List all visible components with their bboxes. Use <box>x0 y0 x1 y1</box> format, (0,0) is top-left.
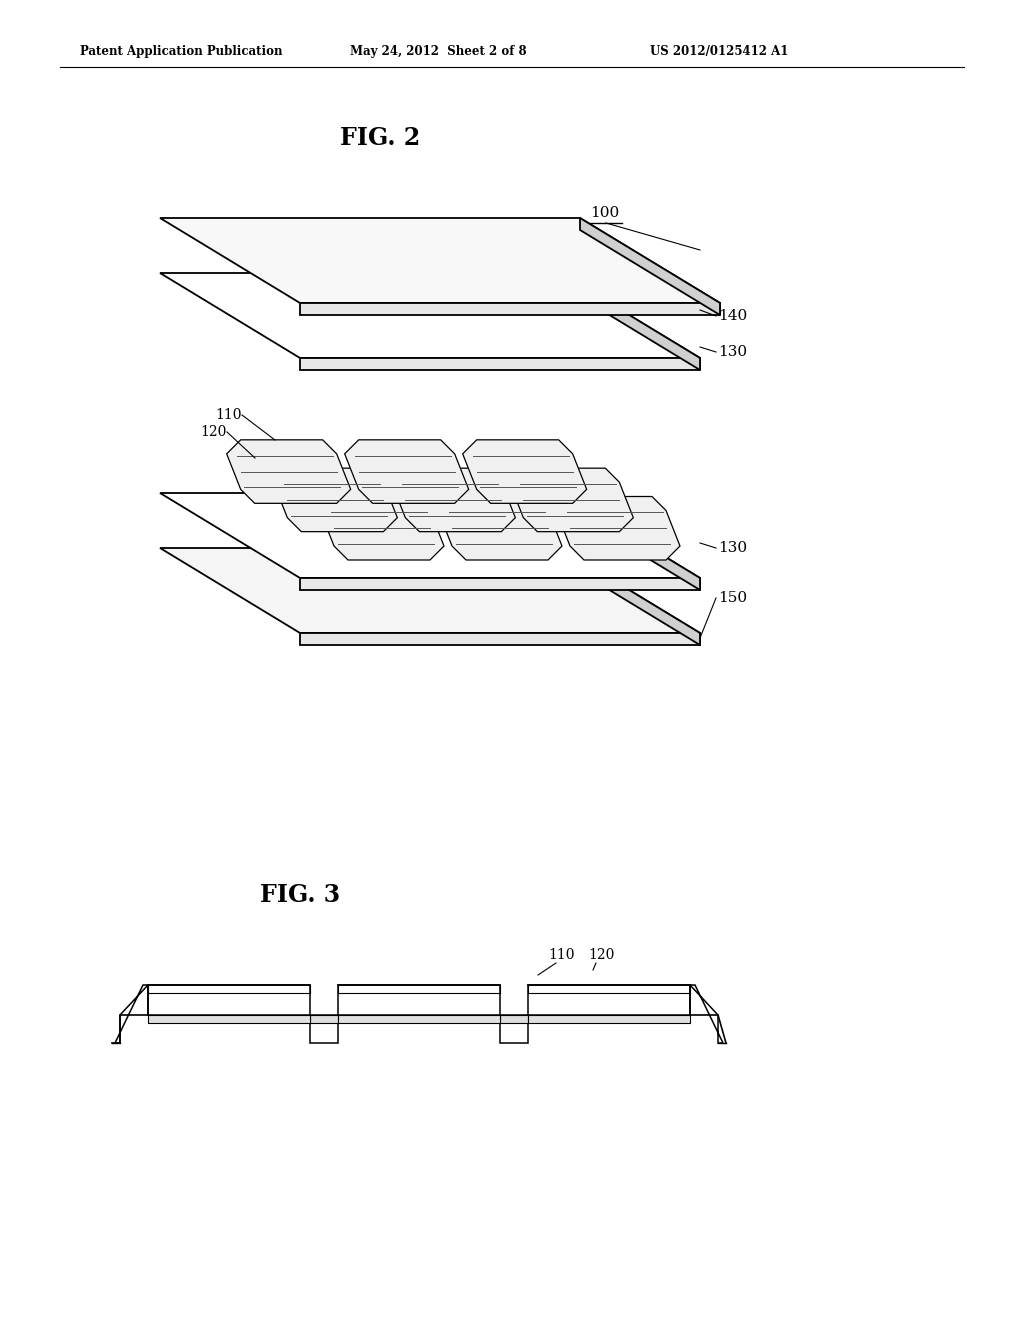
Text: May 24, 2012  Sheet 2 of 8: May 24, 2012 Sheet 2 of 8 <box>350 45 526 58</box>
Polygon shape <box>160 548 700 634</box>
Polygon shape <box>338 1015 500 1023</box>
Text: US 2012/0125412 A1: US 2012/0125412 A1 <box>650 45 788 58</box>
Polygon shape <box>160 492 700 578</box>
Text: 110: 110 <box>215 408 242 422</box>
Text: Patent Application Publication: Patent Application Publication <box>80 45 283 58</box>
Polygon shape <box>528 1015 690 1023</box>
Polygon shape <box>148 985 310 1015</box>
Polygon shape <box>345 440 469 503</box>
Polygon shape <box>300 358 700 370</box>
Polygon shape <box>319 496 444 560</box>
Text: 120: 120 <box>588 948 614 962</box>
Polygon shape <box>509 469 633 532</box>
Polygon shape <box>556 496 680 560</box>
Text: 120: 120 <box>200 425 226 440</box>
Polygon shape <box>273 469 397 532</box>
Polygon shape <box>310 1015 338 1023</box>
Polygon shape <box>560 492 700 590</box>
Polygon shape <box>560 548 700 645</box>
Polygon shape <box>310 1015 338 1043</box>
Polygon shape <box>338 985 500 1015</box>
Polygon shape <box>463 440 587 503</box>
Polygon shape <box>580 218 720 315</box>
Polygon shape <box>226 440 350 503</box>
Polygon shape <box>300 578 700 590</box>
Text: 150: 150 <box>718 591 748 605</box>
Polygon shape <box>160 218 720 304</box>
Polygon shape <box>160 273 700 358</box>
Polygon shape <box>300 634 700 645</box>
Text: 100: 100 <box>590 206 620 220</box>
Text: FIG. 2: FIG. 2 <box>340 125 420 150</box>
Text: 130: 130 <box>718 345 748 359</box>
Polygon shape <box>438 496 562 560</box>
Polygon shape <box>115 985 148 1043</box>
Polygon shape <box>690 985 723 1043</box>
Text: FIG. 3: FIG. 3 <box>260 883 340 907</box>
Polygon shape <box>560 273 700 370</box>
Text: 110: 110 <box>548 948 574 962</box>
Polygon shape <box>500 1015 528 1043</box>
Polygon shape <box>391 469 515 532</box>
Text: 130: 130 <box>718 541 748 554</box>
Polygon shape <box>528 985 690 1015</box>
Polygon shape <box>500 1015 528 1023</box>
Polygon shape <box>148 1015 310 1023</box>
Polygon shape <box>300 304 720 315</box>
Text: 140: 140 <box>718 309 748 323</box>
